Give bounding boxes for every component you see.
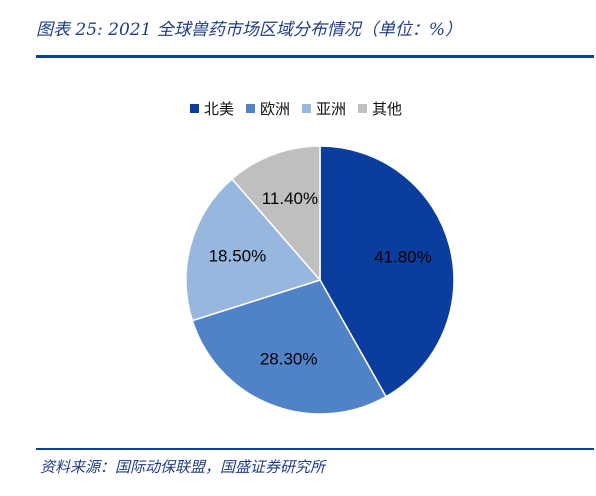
pie-slice-north-america: [319, 145, 455, 398]
legend-swatch-north-america: [190, 103, 199, 113]
legend-swatch-asia: [302, 103, 312, 113]
legend-item-north-america: 北美: [190, 98, 234, 119]
legend-swatch-europe: [246, 103, 256, 113]
source-rule: [36, 448, 594, 450]
legend-label-north-america: 北美: [204, 99, 235, 118]
title-rule: [36, 55, 594, 58]
legend-swatch-other: [358, 103, 368, 113]
legend-item-other: 其他: [358, 98, 402, 119]
legend-label-europe: 欧洲: [260, 99, 291, 118]
figure-title: 图表 25: 2021 全球兽药市场区域分布情况（单位：%）: [36, 20, 462, 40]
data-label-asia: 18.50%: [209, 246, 267, 265]
data-label-north-america: 41.80%: [374, 248, 432, 267]
legend-label-other: 其他: [372, 99, 403, 118]
legend-item-europe: 欧洲: [246, 98, 290, 119]
data-label-other: 11.40%: [262, 189, 318, 208]
source-note: 资料来源：国际动保联盟，国盛证券研究所: [40, 458, 326, 476]
legend-item-asia: 亚洲: [302, 98, 346, 119]
pie-slice-other: [230, 145, 321, 283]
chart-legend: 北美 欧洲 亚洲 其他: [190, 97, 402, 119]
pie-slice-europe: [191, 279, 388, 415]
legend-label-asia: 亚洲: [316, 99, 347, 118]
pie-slice-asia: [185, 177, 322, 322]
data-label-europe: 28.30%: [260, 349, 318, 368]
